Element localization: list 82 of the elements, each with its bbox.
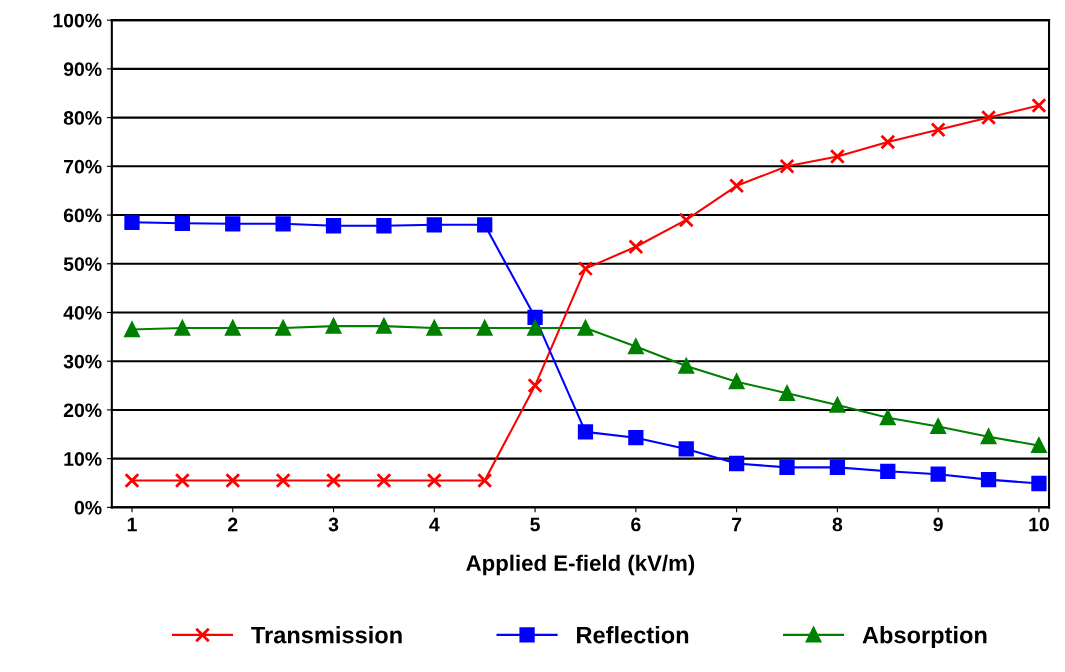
y-tick-label: 0% bbox=[74, 500, 102, 515]
point bbox=[779, 385, 795, 401]
point bbox=[174, 320, 191, 336]
point bbox=[829, 148, 846, 165]
point bbox=[275, 216, 291, 232]
point bbox=[527, 320, 543, 336]
point bbox=[124, 214, 140, 230]
x-tick-label: 1 bbox=[127, 517, 137, 532]
x-tick-label: 2 bbox=[228, 517, 238, 532]
y-tick-label: 60% bbox=[63, 208, 102, 223]
point bbox=[174, 472, 191, 489]
point bbox=[880, 134, 896, 150]
y-tick-label: 20% bbox=[63, 403, 102, 418]
point bbox=[930, 466, 946, 482]
point bbox=[577, 320, 594, 336]
point bbox=[325, 472, 342, 489]
point bbox=[880, 410, 896, 426]
point bbox=[628, 430, 644, 446]
point bbox=[325, 218, 342, 234]
point bbox=[1031, 97, 1047, 114]
point bbox=[678, 212, 694, 228]
point bbox=[477, 472, 493, 489]
y-tick-label: 10% bbox=[64, 452, 102, 466]
y-tick-label: 100% bbox=[53, 13, 102, 28]
point bbox=[225, 320, 241, 336]
x-tick-label: 4 bbox=[429, 517, 440, 532]
point bbox=[477, 320, 493, 336]
x-tick-label: 10 bbox=[1029, 517, 1049, 532]
point bbox=[275, 472, 291, 489]
point bbox=[930, 418, 946, 435]
legend-label: Absorption bbox=[862, 626, 987, 649]
x-tick-label: 5 bbox=[530, 517, 540, 532]
y-tick-label: 40% bbox=[63, 305, 102, 320]
y-tick-label: 90% bbox=[63, 62, 102, 77]
point bbox=[628, 338, 644, 355]
y-tick-label: 30% bbox=[63, 354, 102, 369]
point bbox=[426, 217, 442, 233]
x-tick-label: 3 bbox=[328, 517, 339, 532]
point bbox=[880, 463, 896, 479]
x-tick-label: 9 bbox=[933, 517, 943, 532]
point bbox=[376, 318, 392, 334]
y-tick-label: 50% bbox=[63, 257, 102, 271]
point bbox=[1031, 437, 1047, 454]
point bbox=[728, 455, 745, 472]
point bbox=[376, 218, 392, 234]
point bbox=[829, 459, 846, 476]
legend-label: Reflection bbox=[577, 626, 689, 644]
point bbox=[728, 178, 745, 194]
point bbox=[124, 321, 140, 338]
point bbox=[829, 397, 846, 413]
x-tick-label: 8 bbox=[832, 517, 843, 532]
point bbox=[477, 217, 493, 233]
legend-label: Transmission bbox=[251, 626, 402, 644]
y-tick-label: 80% bbox=[63, 111, 102, 125]
point bbox=[678, 358, 694, 374]
point bbox=[577, 424, 594, 440]
point bbox=[426, 472, 442, 489]
point bbox=[577, 260, 594, 277]
point bbox=[779, 459, 795, 476]
point bbox=[225, 216, 241, 232]
point bbox=[527, 377, 543, 394]
y-tick-label: 70% bbox=[64, 159, 102, 174]
point bbox=[325, 318, 342, 334]
point bbox=[527, 309, 543, 325]
point bbox=[1031, 475, 1047, 492]
point bbox=[980, 109, 997, 126]
point bbox=[426, 320, 442, 336]
point bbox=[124, 472, 140, 489]
x-tick-label: 7 bbox=[732, 517, 742, 532]
point bbox=[980, 429, 997, 445]
point bbox=[779, 158, 795, 174]
point bbox=[174, 215, 191, 231]
point bbox=[275, 320, 291, 336]
x-axis-title: Applied E-field (kV/m) bbox=[466, 554, 695, 576]
point bbox=[678, 441, 694, 457]
point bbox=[225, 472, 241, 489]
x-tick-label: 6 bbox=[631, 517, 641, 532]
point bbox=[376, 472, 392, 489]
point bbox=[980, 471, 997, 488]
point bbox=[628, 239, 644, 255]
point bbox=[728, 374, 745, 390]
point bbox=[930, 122, 946, 138]
